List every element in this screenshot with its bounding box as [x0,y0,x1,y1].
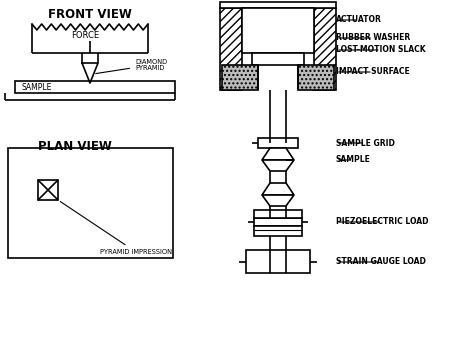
Polygon shape [262,183,294,195]
Bar [298,65,334,90]
Polygon shape [262,195,294,206]
Bar [222,65,258,90]
Text: STRAIN GAUGE LOAD: STRAIN GAUGE LOAD [336,258,426,267]
Text: ACTUATOR: ACTUATOR [336,16,382,24]
Text: PIEZOELECTRIC LOAD: PIEZOELECTRIC LOAD [336,218,428,227]
Bar [220,8,242,90]
Bar [8,148,173,258]
Text: PLAN VIEW: PLAN VIEW [38,140,112,153]
Text: FRONT VIEW: FRONT VIEW [48,8,132,21]
Polygon shape [262,148,294,160]
Text: SAMPLE GRID: SAMPLE GRID [336,139,395,148]
Polygon shape [262,160,294,171]
Bar [38,180,58,200]
Bar [242,8,314,53]
Bar [252,53,304,65]
Bar [254,210,302,218]
Text: LOST-MOTION SLACK: LOST-MOTION SLACK [336,46,426,55]
Bar [254,226,302,236]
Text: IMPACT SURFACE: IMPACT SURFACE [336,68,410,77]
Bar [314,8,336,90]
Text: SAMPLE: SAMPLE [22,82,52,92]
Text: DIAMOND
PYRAMID: DIAMOND PYRAMID [96,58,167,73]
Bar [254,218,302,226]
Bar [15,81,175,93]
Bar [246,250,310,273]
Text: PYRAMID IMPRESSION: PYRAMID IMPRESSION [60,201,172,255]
Text: RUBBER WASHER: RUBBER WASHER [336,33,410,42]
Text: SAMPLE: SAMPLE [336,156,371,165]
Bar [258,138,298,148]
Bar [220,2,336,8]
Text: FORCE: FORCE [71,31,99,40]
